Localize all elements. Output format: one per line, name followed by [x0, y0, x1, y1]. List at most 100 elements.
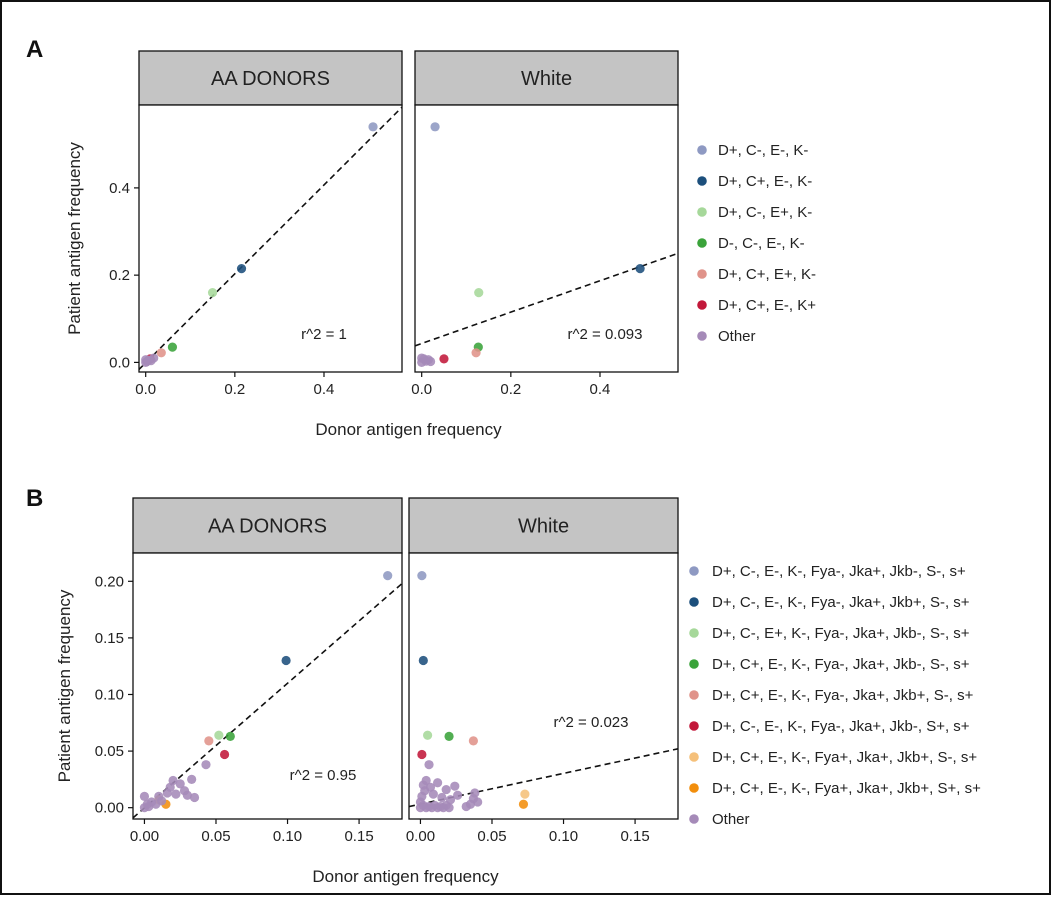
panel-b-legend-swatch-1 [689, 597, 699, 607]
panel-a-facet-aa-donors-point-4 [156, 348, 166, 358]
panel-b-facet-aa-donors-point-25 [201, 760, 211, 770]
panel-b-legend-label-4: D+, C+, E-, K-, Fya-, Jka+, Jkb+, S-, s+ [712, 687, 974, 704]
panel-b-facet-white-point-7 [518, 799, 529, 809]
panel-b-legend-label-5: D+, C-, E-, K-, Fya-, Jka+, Jkb-, S+, s+ [712, 718, 970, 735]
panel-a-facet-aa-donors-point-11 [141, 355, 151, 365]
panel-b-facet-white-point-26 [433, 778, 443, 788]
panel-b-facet-aa-donors-plot-area [132, 552, 403, 820]
panel-b-letter: B [26, 485, 43, 512]
panel-a-legend-swatch-5 [697, 300, 707, 310]
panel-b-legend: D+, C-, E-, K-, Fya-, Jka+, Jkb-, S-, s+… [689, 563, 981, 828]
panel-b-facet-aa-donors-ytick-label-0: 0.00 [95, 800, 124, 817]
panel-b-facet-aa-donors-point-0 [383, 571, 393, 581]
panel-b-facet-white-plot-area [408, 552, 679, 820]
panel-a-facet-aa-donors-xtick-label-1: 0.2 [224, 381, 245, 398]
panel-b-facet-aa-donors-point-20 [175, 779, 185, 789]
panel-b-facet-white-xtick-label-0: 0.00 [406, 828, 435, 845]
panel-b-legend-swatch-2 [689, 628, 699, 638]
panel-a-legend: D+, C-, E-, K- D+, C+, E-, K- D+, C-, E+, … [697, 142, 816, 345]
panel-b-facet-aa-donors-ytick-label-3: 0.15 [95, 630, 124, 647]
panel-b-legend-swatch-4 [689, 690, 699, 700]
panel-b-legend-label-7: D+, C+, E-, K-, Fya+, Jka+, Jkb+, S+, s+ [712, 780, 981, 797]
panel-a-facet-aa-donors-strip-label: AA DONORS [211, 68, 330, 90]
panel-b-facet-aa-donors-strip-label: AA DONORS [208, 516, 327, 538]
panel-b-legend-label-2: D+, C-, E+, K-, Fya-, Jka+, Jkb-, S-, s+ [712, 625, 970, 642]
panel-a-facet-aa-donors-ytick-label-0: 0.0 [109, 354, 130, 371]
panel-b-facet-white-strip-label: White [518, 516, 569, 538]
panel-b-facet-white-point-2 [423, 730, 433, 740]
panel-b-facet-white-point-3 [444, 731, 454, 741]
panel-b-facet-aa-donors-point-23 [187, 774, 197, 784]
panel-b-facet-white-point-23 [421, 775, 431, 786]
panel-a-ylabel: Patient antigen frequency [65, 142, 84, 335]
panel-b-facet-white-xtick-label-1: 0.05 [477, 828, 506, 845]
panel-a-facet-white-r2-label: r^2 = 0.093 [567, 326, 642, 343]
panel-b-facet-white-point-28 [441, 784, 451, 795]
panel-b-facet-aa-donors-point-15 [157, 796, 167, 806]
panel-a-facet-white: White 0.0 0.2 0.4 r^2 = 0.093 [411, 50, 679, 398]
panel-b-legend-label-0: D+, C-, E-, K-, Fya-, Jka+, Jkb-, S-, s+ [712, 563, 966, 580]
panel-b-legend-swatch-0 [689, 566, 699, 576]
panel-a-legend-swatch-4 [697, 269, 707, 279]
panel-a-facet-white-point-5 [439, 354, 449, 364]
panel-b: B AA DONORS 0.00 0.05 0.10 0.15 0.00 0.05 0.10 0.… [26, 485, 981, 886]
panel-b-facet-white-r2-label: r^2 = 0.023 [553, 714, 628, 731]
panel-b-facet-aa-donors-ytick-label-1: 0.05 [95, 743, 124, 760]
panel-b-facet-white-point-36 [473, 797, 483, 807]
panel-a-legend-label-3: D-, C-, E-, K- [718, 235, 805, 252]
panel-a-facet-white-point-0 [430, 122, 440, 132]
panel-a-legend-swatch-6 [697, 331, 707, 341]
panel-a-xlabel: Donor antigen frequency [315, 420, 502, 439]
panel-b-legend-swatch-8 [689, 814, 699, 824]
panel-b-legend-label-6: D+, C+, E-, K-, Fya+, Jka+, Jkb+, S-, s+ [712, 749, 977, 766]
panel-b-legend-swatch-5 [689, 721, 699, 731]
panel-b-facet-white-point-6 [520, 789, 530, 799]
panel-a-facet-white-point-1 [635, 264, 645, 274]
panel-a-facet-aa-donors-point-10 [149, 353, 159, 363]
panel-a-facet-white-strip [414, 50, 679, 106]
panel-b-facet-aa-donors-point-4 [204, 736, 214, 746]
panel-b-facet-white-point-1 [418, 655, 428, 666]
panel-b-facet-aa-donors-ytick-label-4: 0.20 [95, 573, 124, 590]
panel-b-facet-aa-donors: AA DONORS 0.00 0.05 0.10 0.15 0.00 0.05 0.10 0.1… [95, 497, 403, 845]
panel-a-facet-aa-donors-marks [139, 106, 402, 370]
panel-b-facet-aa-donors-marks [133, 571, 402, 819]
panel-b-legend-label-8: Other [712, 811, 750, 828]
panel-a-facet-aa-donors-strip [138, 50, 403, 106]
panel-b-facet-white-point-37 [461, 801, 471, 812]
panel-a: A AA DONORS 0.0 0.2 0.4 0.0 0.2 0.4 r^2 = 1 White… [26, 36, 816, 439]
panel-b-facet-aa-donors-xtick-label-3: 0.15 [344, 828, 373, 845]
panel-b-facet-aa-donors-strip [132, 497, 403, 554]
panel-a-legend-label-1: D+, C+, E-, K- [718, 173, 812, 190]
panel-a-facet-white-point-11 [417, 353, 427, 363]
panel-a-facet-aa-donors-fit-line [139, 106, 402, 370]
panel-a-facet-aa-donors: AA DONORS 0.0 0.2 0.4 0.0 0.2 0.4 r^2 = 1 [109, 50, 403, 398]
panel-a-legend-label-0: D+, C-, E-, K- [718, 142, 808, 159]
panel-b-facet-white-point-31 [453, 790, 463, 800]
panel-b-facet-aa-donors-point-18 [168, 775, 178, 786]
panel-a-facet-aa-donors-point-2 [207, 287, 218, 298]
panel-b-legend-label-1: D+, C-, E-, K-, Fya-, Jka+, Jkb+, S-, s+ [712, 594, 970, 611]
panel-a-facet-white-xtick-label-1: 0.2 [500, 381, 521, 398]
panel-b-facet-aa-donors-xtick-label-2: 0.10 [273, 828, 302, 845]
panel-a-facet-white-xtick-label-0: 0.0 [411, 381, 432, 398]
panel-a-legend-label-6: Other [718, 328, 756, 345]
panel-b-facet-aa-donors-point-19 [171, 789, 181, 799]
panel-a-facet-white-strip-label: White [521, 68, 572, 90]
panel-b-facet-aa-donors-xtick-label-1: 0.05 [201, 828, 230, 845]
panel-b-facet-aa-donors-point-5 [219, 749, 230, 760]
panel-a-facet-aa-donors-xtick-label-2: 0.4 [314, 381, 335, 398]
panel-b-ylabel: Patient antigen frequency [55, 589, 74, 782]
panel-a-facet-white-marks [415, 122, 678, 368]
panel-a-legend-label-4: D+, C+, E+, K- [718, 266, 816, 283]
panel-b-facet-aa-donors-r2-label: r^2 = 0.95 [290, 767, 357, 784]
panel-b-facet-white-marks [409, 571, 678, 813]
panel-a-facet-aa-donors-ytick-label-1: 0.2 [109, 267, 130, 284]
panel-b-facet-white-point-32 [424, 760, 434, 770]
panel-a-legend-swatch-2 [697, 207, 707, 217]
panel-b-facet-white-point-30 [450, 781, 460, 791]
panel-a-facet-aa-donors-point-0 [368, 122, 378, 132]
panel-a-facet-aa-donors-ytick-label-2: 0.4 [109, 180, 130, 197]
panel-a-letter: A [26, 36, 43, 63]
